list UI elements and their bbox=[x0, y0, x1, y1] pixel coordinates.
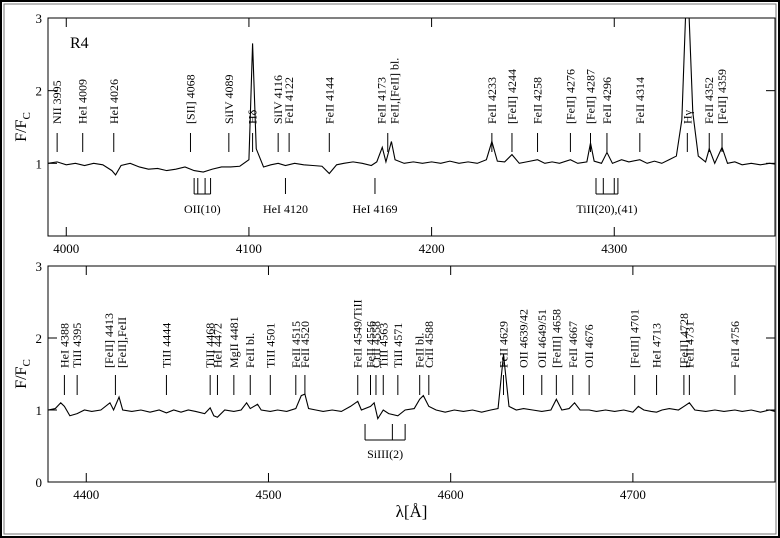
panel-label: R4 bbox=[70, 35, 89, 52]
line-id-label: SiIII(2) bbox=[367, 447, 403, 461]
x-tick-label: 4000 bbox=[53, 241, 79, 256]
x-tick-label: 4300 bbox=[601, 241, 627, 256]
y-axis-label: F/FC bbox=[13, 359, 33, 389]
line-id-label: TiII 4468 bbox=[203, 323, 217, 368]
line-id-label: FeII bl. bbox=[413, 333, 427, 368]
line-id-label: HeI 4713 bbox=[650, 323, 664, 368]
line-id-label: TiII 4501 bbox=[263, 323, 277, 368]
spectrum bbox=[48, 18, 775, 176]
line-id-label: FeII 4756 bbox=[728, 321, 742, 368]
line-id-label: FeII 4352 bbox=[702, 77, 716, 124]
line-id-label: FeII,[FeII] bl. bbox=[387, 58, 401, 124]
y-tick-label: 2 bbox=[36, 84, 43, 99]
line-id-label: [FeII] 4276 bbox=[563, 69, 577, 124]
y-axis-label-sub: C bbox=[21, 359, 33, 366]
line-id-label: FeII 4629 bbox=[497, 321, 511, 368]
annotations: NII 3995 HeI 4009 HeI 4026 [SII] 4068 SiIV 4… bbox=[50, 58, 729, 216]
line-id-label: FeII 4731 bbox=[682, 321, 696, 368]
line-id-label: FeII 4296 bbox=[600, 77, 614, 124]
x-tick-label: 4600 bbox=[438, 487, 464, 502]
frame-inner bbox=[3, 3, 777, 535]
line-id-label: FeII 4314 bbox=[633, 77, 647, 124]
x-tick-label: 4500 bbox=[255, 487, 281, 502]
line-id-label: Hγ bbox=[680, 109, 694, 124]
y-tick-label: 0 bbox=[36, 475, 43, 490]
line-id-label: [FeII] 4728 bbox=[677, 313, 691, 368]
line-id-label: HeI 4472 bbox=[210, 323, 224, 368]
y-axis-label: F/FC bbox=[13, 112, 33, 142]
line-id-label: [FeIII] 4658 bbox=[549, 309, 563, 368]
line-id-label: FeII 4515 bbox=[289, 321, 303, 368]
line-id-label: OII(10) bbox=[184, 202, 221, 216]
line-id-label: FeII 4549/TiII bbox=[351, 299, 365, 368]
panel: 4000 4100 4200 4300 1 2 3 F/FC R4 NII 3995 HeI 400… bbox=[13, 11, 776, 256]
line-id-label: [FeII] 4287 bbox=[584, 69, 598, 124]
line-id-label: FeII bl. bbox=[243, 333, 257, 368]
line-id-label: OII 4649/51 bbox=[535, 309, 549, 368]
line-id-label: MgII 4481 bbox=[227, 316, 241, 368]
line-id-label: NII 3995 bbox=[50, 80, 64, 124]
line-id-label: TiII 4563 bbox=[376, 323, 390, 368]
line-id-label: [FeII] 4413 bbox=[102, 313, 116, 368]
line-id-label: FeII 4144 bbox=[322, 77, 336, 124]
line-id-label: HeI 4009 bbox=[76, 79, 90, 124]
line-id-label: TiII 4395 bbox=[70, 323, 84, 368]
x-tick-label: 4400 bbox=[73, 487, 99, 502]
y-tick-label: 1 bbox=[36, 156, 43, 171]
line-id-label: TiII(20),(41) bbox=[576, 202, 637, 216]
line-id-label: HeI 4026 bbox=[107, 79, 121, 124]
y-axis-label-sub: C bbox=[21, 112, 33, 119]
line-id-label: SiIV 4116 bbox=[271, 75, 285, 124]
line-id-label: SiIV 4089 bbox=[222, 75, 236, 124]
y-axis-label-main: F/F bbox=[13, 366, 30, 388]
spectrum bbox=[48, 354, 775, 421]
y-axis-label-main: F/F bbox=[13, 119, 30, 141]
y-tick-label: 3 bbox=[36, 11, 43, 26]
line-id-label: CrII 4588 bbox=[422, 321, 436, 368]
line-id-label: HeI 4388 bbox=[57, 323, 71, 368]
x-axis-label: λ[Å] bbox=[396, 502, 428, 521]
line-id-label: OII 4676 bbox=[582, 324, 596, 368]
line-id-label: FeII 4520 bbox=[298, 321, 312, 368]
line-id-label: [FeII] 4244 bbox=[505, 69, 519, 124]
plot-frame bbox=[47, 17, 776, 237]
line-id-label: OII 4639/42 bbox=[517, 309, 531, 368]
line-id-label: Hδ bbox=[246, 109, 260, 124]
line-id-label: FeII 4667 bbox=[566, 321, 580, 368]
line-id-label: FeII 4233 bbox=[485, 77, 499, 124]
line-id-label: FeII 4122 bbox=[282, 77, 296, 124]
line-id-label: FeII 4556 bbox=[364, 321, 378, 368]
x-tick-label: 4100 bbox=[236, 241, 262, 256]
line-id-label: [SII] 4068 bbox=[183, 74, 197, 124]
y-tick-label: 2 bbox=[36, 331, 43, 346]
line-id-label: TiII 4571 bbox=[391, 323, 405, 368]
line-id-label: [FeII],FeII bbox=[115, 317, 129, 368]
x-tick-label: 4700 bbox=[620, 487, 646, 502]
line-id-label: TiII 4444 bbox=[159, 323, 173, 368]
x-tick-label: 4200 bbox=[419, 241, 445, 256]
line-id-label: CrII 4558 bbox=[369, 321, 383, 368]
y-tick-label: 1 bbox=[36, 403, 43, 418]
y-tick-label: 3 bbox=[36, 259, 43, 274]
line-id-label: HeI 4120 bbox=[263, 202, 308, 216]
plot-frame bbox=[47, 265, 776, 483]
line-id-label: FeII 4258 bbox=[531, 77, 545, 124]
line-id-label: [FeIII] 4701 bbox=[628, 309, 642, 368]
line-id-label: [FeII] 4359 bbox=[715, 69, 729, 124]
line-id-label: FeII 4173 bbox=[374, 77, 388, 124]
line-id-label: HeI 4169 bbox=[352, 202, 397, 216]
